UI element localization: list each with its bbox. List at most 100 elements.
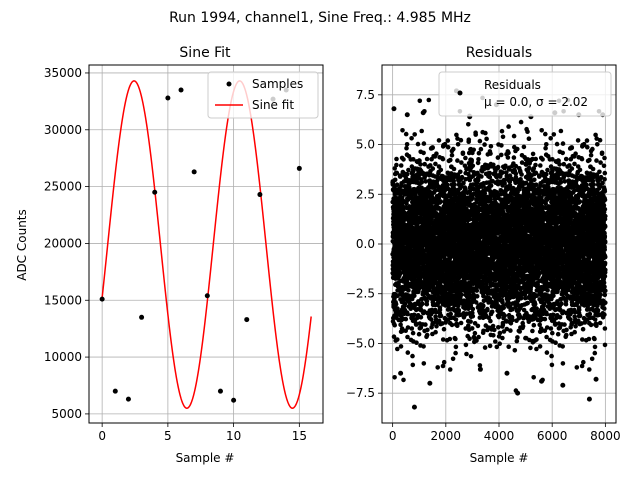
residual-point xyxy=(405,350,411,355)
sine-fit-xtick-label: 0 xyxy=(98,429,106,443)
residual-point xyxy=(466,323,471,329)
residual-point xyxy=(430,145,435,151)
sine-fit-xlabel: Sample # xyxy=(176,451,235,465)
residual-point xyxy=(506,124,511,129)
residual-point xyxy=(519,172,524,177)
residual-point xyxy=(423,179,429,184)
residual-point xyxy=(412,132,418,137)
residual-point xyxy=(445,144,451,150)
sine-fit-ytick-label: 10000 xyxy=(44,350,82,364)
residual-point xyxy=(413,322,419,327)
residual-point xyxy=(483,130,488,136)
residual-point xyxy=(460,150,466,156)
residual-point xyxy=(487,170,493,176)
residual-point xyxy=(404,201,409,206)
residual-point xyxy=(447,367,453,372)
sample-point xyxy=(244,317,250,323)
residual-point xyxy=(497,330,503,336)
residual-point xyxy=(409,136,414,141)
residual-point xyxy=(404,171,410,177)
residual-point xyxy=(454,132,459,138)
residual-point xyxy=(496,325,501,330)
residual-point xyxy=(421,361,427,366)
residual-point xyxy=(413,302,418,308)
residual-point xyxy=(455,142,461,147)
residuals-title: Residuals xyxy=(466,45,532,61)
residual-point xyxy=(463,155,468,161)
residual-point xyxy=(492,327,497,333)
residual-point xyxy=(419,128,425,134)
sine-fit-ytick-label: 30000 xyxy=(44,123,82,137)
residual-point xyxy=(453,344,459,350)
residual-point xyxy=(458,137,464,143)
residual-point xyxy=(466,122,471,127)
residual-point xyxy=(406,167,411,173)
residual-point xyxy=(399,291,405,296)
residual-point xyxy=(470,306,476,312)
residual-point xyxy=(421,150,426,156)
residual-point xyxy=(400,128,405,133)
residual-point xyxy=(424,299,430,304)
residual-point xyxy=(405,334,410,340)
residual-point xyxy=(511,133,517,139)
residual-point xyxy=(440,337,446,342)
residual-point xyxy=(404,145,409,151)
residual-point xyxy=(448,157,453,163)
sample-point xyxy=(125,396,131,402)
residual-point xyxy=(491,333,496,338)
residual-point xyxy=(410,362,416,368)
residual-point xyxy=(473,132,479,137)
residual-point xyxy=(401,157,406,162)
residual-point xyxy=(466,137,472,142)
residual-point xyxy=(469,326,475,331)
residual-point xyxy=(421,141,427,146)
residual-point xyxy=(520,323,526,329)
residual-point xyxy=(505,155,511,160)
residual-point xyxy=(481,303,486,309)
sample-point xyxy=(112,388,118,394)
sine-fit-chart: Sine Fit Sample # ADC Counts 0 5 10 1550001… xyxy=(15,45,324,465)
sine-fit-title: Sine Fit xyxy=(179,45,231,61)
residual-point xyxy=(433,329,438,335)
sine-fit-plot-area xyxy=(99,80,312,409)
residual-point xyxy=(410,353,415,359)
residual-point xyxy=(470,314,476,319)
residual-point xyxy=(395,346,400,352)
residual-point xyxy=(398,344,404,349)
residuals-plot-area xyxy=(390,88,608,410)
residual-point xyxy=(434,309,439,315)
residual-point xyxy=(453,350,458,356)
residual-point xyxy=(456,308,462,313)
residual-point xyxy=(458,320,464,326)
residual-point xyxy=(392,322,398,328)
residual-point xyxy=(438,313,444,319)
residual-point xyxy=(497,341,503,347)
residual-point xyxy=(510,317,515,323)
samples-legend-marker xyxy=(226,81,232,87)
residual-point xyxy=(427,178,433,183)
residual-point xyxy=(511,155,517,160)
residuals-chart: Residuals Sample # 0 2000 4000 6000 8000−7.5… xyxy=(346,45,621,465)
residual-point xyxy=(482,345,488,350)
sine-fit-ylabel: ADC Counts xyxy=(15,209,29,281)
sine-fit-legend: Samples Sine fit xyxy=(207,71,319,119)
residual-point xyxy=(451,166,457,172)
residual-point xyxy=(476,157,481,162)
sine-fit-ytick-label: 20000 xyxy=(44,236,82,250)
residual-point xyxy=(402,301,408,307)
residual-point xyxy=(412,293,417,299)
residual-point xyxy=(455,158,460,163)
residual-point xyxy=(448,311,454,317)
residual-point xyxy=(394,182,400,187)
residual-point xyxy=(515,335,520,340)
residual-point xyxy=(403,316,409,322)
residuals-xlabel: Sample # xyxy=(470,451,529,465)
residual-point xyxy=(438,167,444,173)
residual-point xyxy=(488,144,494,149)
residual-point xyxy=(474,294,480,299)
residual-point xyxy=(419,180,425,185)
sample-point xyxy=(178,87,184,93)
residual-point xyxy=(437,307,443,313)
residual-point xyxy=(424,332,430,338)
